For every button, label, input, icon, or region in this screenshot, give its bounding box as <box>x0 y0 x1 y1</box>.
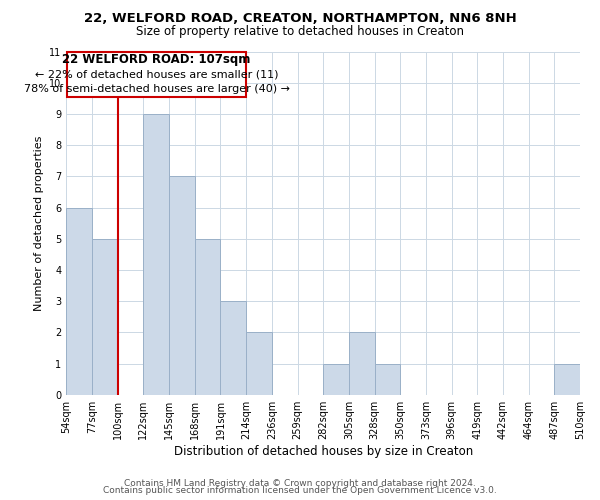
Text: 22 WELFORD ROAD: 107sqm: 22 WELFORD ROAD: 107sqm <box>62 53 251 66</box>
Text: 22, WELFORD ROAD, CREATON, NORTHAMPTON, NN6 8NH: 22, WELFORD ROAD, CREATON, NORTHAMPTON, … <box>83 12 517 26</box>
Bar <box>195 238 220 394</box>
Text: ← 22% of detached houses are smaller (11): ← 22% of detached houses are smaller (11… <box>35 69 278 79</box>
Text: Size of property relative to detached houses in Creaton: Size of property relative to detached ho… <box>136 25 464 38</box>
Bar <box>554 364 580 394</box>
FancyBboxPatch shape <box>67 52 246 96</box>
Bar <box>323 364 349 394</box>
Bar <box>143 114 169 394</box>
Bar <box>220 301 246 394</box>
Bar <box>246 332 272 394</box>
Bar <box>67 208 92 394</box>
Text: 78% of semi-detached houses are larger (40) →: 78% of semi-detached houses are larger (… <box>23 84 290 94</box>
Text: Contains HM Land Registry data © Crown copyright and database right 2024.: Contains HM Land Registry data © Crown c… <box>124 478 476 488</box>
Y-axis label: Number of detached properties: Number of detached properties <box>34 136 44 311</box>
X-axis label: Distribution of detached houses by size in Creaton: Distribution of detached houses by size … <box>173 444 473 458</box>
Text: Contains public sector information licensed under the Open Government Licence v3: Contains public sector information licen… <box>103 486 497 495</box>
Bar <box>169 176 195 394</box>
Bar <box>349 332 374 394</box>
Bar <box>92 238 118 394</box>
Bar <box>374 364 400 394</box>
